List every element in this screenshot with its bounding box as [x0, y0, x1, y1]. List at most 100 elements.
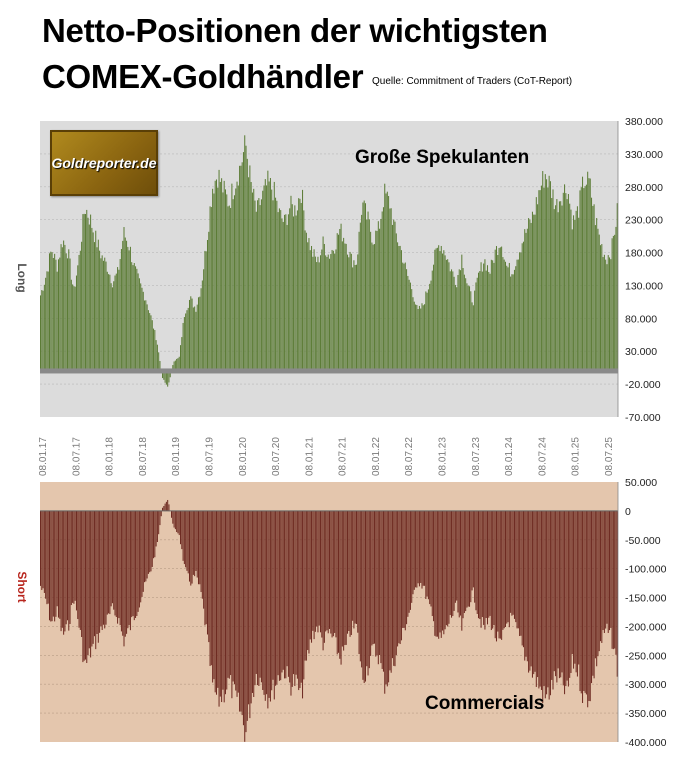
top-bar	[502, 257, 504, 371]
top-bar	[593, 204, 595, 371]
top-bar	[329, 258, 331, 371]
bottom-bar	[610, 510, 612, 628]
bottom-bar	[445, 510, 447, 626]
top-bar	[357, 254, 359, 371]
x-tick-label: 08.07.22	[404, 437, 415, 476]
bottom-bar	[420, 510, 422, 583]
top-bar	[552, 189, 554, 371]
top-bar	[149, 313, 151, 371]
top-bar	[156, 344, 158, 371]
bottom-bar	[427, 510, 429, 600]
top-bar	[154, 330, 156, 371]
top-bar	[106, 271, 108, 371]
bottom-bar	[589, 510, 591, 702]
bottom-bar	[499, 510, 501, 639]
top-bar	[465, 278, 467, 371]
top-bar	[495, 246, 498, 371]
top-bar	[150, 315, 152, 371]
top-bar	[124, 237, 126, 371]
top-bar	[512, 274, 514, 371]
bottom-bar	[141, 510, 143, 597]
top-bar	[611, 238, 613, 371]
bottom-bar	[553, 510, 555, 672]
bottom-bar	[263, 510, 265, 695]
bottom-bar	[524, 510, 526, 661]
top-bar	[295, 215, 297, 371]
bottom-bar	[585, 510, 587, 695]
top-bar	[233, 195, 235, 371]
bottom-bar	[40, 510, 42, 586]
top-bar	[181, 337, 183, 371]
top-bar	[498, 248, 500, 371]
top-bar	[250, 182, 252, 371]
bottom-bar	[79, 510, 81, 630]
title-line-1: Netto-Positionen der wichtigsten	[42, 12, 548, 49]
top-bar	[291, 204, 293, 371]
top-bar	[228, 205, 230, 371]
top-bar	[46, 271, 48, 371]
top-bar	[180, 345, 182, 371]
bottom-bar	[511, 510, 513, 616]
top-bar	[311, 245, 313, 371]
bottom-bar	[167, 499, 169, 511]
bottom-bar	[217, 510, 219, 688]
top-bar	[51, 252, 53, 371]
bottom-bar	[429, 510, 431, 605]
bottom-bar	[421, 510, 423, 589]
top-bar	[592, 205, 594, 371]
top-bar	[412, 297, 414, 371]
bottom-bar	[362, 510, 364, 680]
top-bar	[304, 230, 306, 371]
bottom-bar	[359, 510, 361, 662]
bottom-bar	[264, 510, 266, 701]
bottom-bar	[140, 510, 142, 603]
top-bar	[367, 211, 369, 371]
top-bar	[349, 251, 351, 371]
bottom-bar	[144, 510, 146, 583]
top-bar	[605, 259, 607, 371]
top-bar	[317, 256, 319, 371]
top-bar	[205, 251, 207, 371]
top-bar	[204, 250, 206, 371]
bottom-bar	[561, 510, 563, 673]
bottom-bar	[218, 510, 220, 707]
bottom-bar	[584, 510, 586, 693]
top-bar	[102, 260, 104, 371]
top-bar	[375, 230, 377, 371]
bottom-bar	[113, 510, 115, 610]
top-bar	[88, 224, 90, 371]
top-bar	[188, 299, 191, 371]
bottom-bar	[458, 510, 460, 618]
top-bar	[155, 340, 157, 371]
bottom-bar	[404, 510, 406, 631]
top-bar	[510, 276, 512, 371]
bottom-bar	[204, 510, 206, 626]
bottom-bar	[340, 510, 342, 665]
bottom-bar	[476, 510, 478, 614]
top-bar	[178, 356, 180, 371]
source-note: Quelle: Commitment of Traders (CoT-Repor…	[372, 76, 573, 87]
bottom-bar	[353, 510, 355, 629]
bottom-bar	[173, 510, 175, 528]
bottom-bar	[457, 510, 459, 613]
top-bar	[42, 290, 44, 371]
bottom-bar	[366, 510, 368, 667]
bottom-bar	[326, 510, 328, 631]
bottom-bar	[78, 510, 80, 628]
top-bar	[320, 255, 322, 371]
bottom-bar	[380, 510, 382, 664]
top-bar	[227, 206, 229, 371]
top-bar	[483, 263, 485, 371]
top-bar	[221, 178, 223, 371]
top-bar	[452, 271, 454, 371]
bottom-bar	[105, 510, 107, 625]
top-bar	[420, 308, 422, 371]
top-bar	[615, 226, 617, 371]
top-bar	[332, 250, 334, 371]
bottom-y-tick-label: 50.000	[625, 477, 657, 489]
top-bar	[561, 205, 563, 371]
bottom-bar	[262, 510, 264, 690]
series-title-commercials: Commercials	[425, 693, 544, 714]
top-bar	[255, 211, 257, 371]
top-bar	[96, 247, 98, 371]
